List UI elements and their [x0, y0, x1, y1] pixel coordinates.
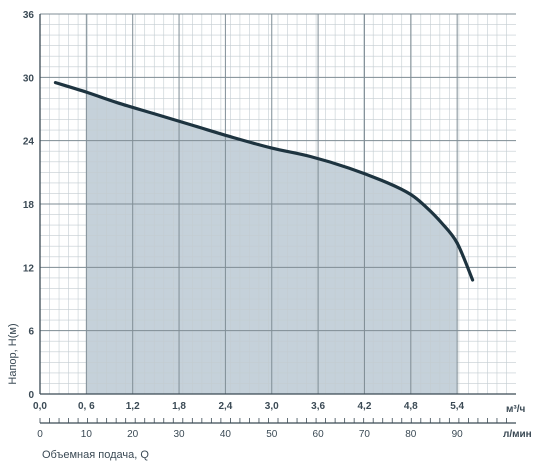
x-tick-label: 0,0	[33, 401, 47, 412]
x-tick-label: 5,4	[450, 401, 464, 412]
x2-tick-label: 20	[127, 429, 139, 440]
x2-tick-label: 50	[266, 429, 278, 440]
x-axis-title: Объемная подача, Q	[42, 449, 149, 461]
y-tick-label: 12	[23, 263, 35, 274]
x2-tick-label: 70	[359, 429, 371, 440]
x-tick-label: 3,6	[311, 401, 325, 412]
tick-labels: 0 6 12 18 24 30 36 0,0 0, 6 1,2 1,8 2,4 3,0 3,6 4,2 4,8…	[23, 10, 465, 440]
x2-tick-label: 80	[405, 429, 417, 440]
x2-tick-label: 40	[220, 429, 232, 440]
chart-grid	[40, 13, 516, 394]
y-tick-label: 30	[23, 73, 35, 84]
y-tick-label: 6	[28, 327, 34, 338]
x2-tick-label: 0	[37, 429, 43, 440]
x-unit-secondary: л/мин	[503, 429, 532, 440]
y-tick-label: 36	[23, 10, 35, 21]
x-tick-label: 0, 6	[78, 401, 95, 412]
x-unit-primary: м³/ч	[506, 404, 526, 415]
x-tick-label: 1,2	[126, 401, 140, 412]
head-curve-line	[53, 81, 475, 282]
y-axis-title: Напор, H(м)	[7, 323, 19, 384]
x-tick-label: 2,4	[218, 401, 232, 412]
x-tick-label: 3,0	[265, 401, 279, 412]
x2-tick-label: 90	[452, 429, 464, 440]
x-tick-label: 4,2	[357, 401, 371, 412]
x2-tick-label: 30	[173, 429, 185, 440]
x-tick-label: 4,8	[404, 401, 418, 412]
head-curve	[53, 81, 475, 282]
x2-tick-label: 60	[313, 429, 325, 440]
x-tick-label: 1,8	[172, 401, 186, 412]
y-tick-label: 18	[23, 200, 35, 211]
y-tick-label: 0	[28, 390, 34, 401]
chart-axes	[39, 14, 516, 424]
y-tick-label: 24	[23, 137, 35, 148]
x2-tick-label: 10	[81, 429, 93, 440]
